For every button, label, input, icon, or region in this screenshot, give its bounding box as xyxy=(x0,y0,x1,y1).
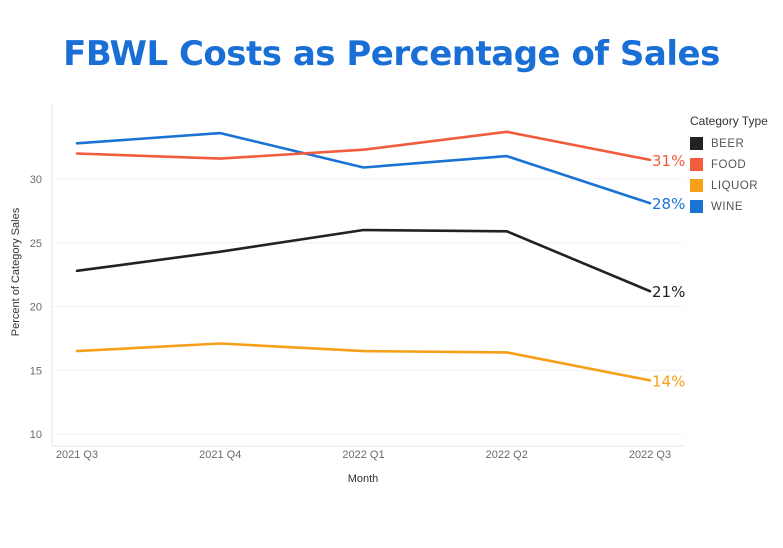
x-tick-label-3: 2022 Q2 xyxy=(486,449,528,461)
legend-swatch-liquor xyxy=(690,179,703,192)
end-label-food: 31% xyxy=(652,152,685,170)
y-tick-label-30: 30 xyxy=(30,174,42,186)
legend-swatch-wine xyxy=(690,200,703,213)
y-axis-ticks: 10 15 20 25 30 xyxy=(30,174,42,441)
y-tick-label-10: 10 xyxy=(30,429,42,441)
end-label-liquor: 14% xyxy=(652,372,685,390)
legend: Category Type BEER FOOD LIQUOR WINE xyxy=(690,114,768,217)
legend-items: BEER FOOD LIQUOR WINE xyxy=(690,133,768,217)
legend-item-beer: BEER xyxy=(690,133,768,154)
legend-label-beer: BEER xyxy=(711,137,745,150)
legend-item-liquor: LIQUOR xyxy=(690,175,768,196)
series-line-beer xyxy=(75,228,652,293)
legend-title: Category Type xyxy=(690,114,768,128)
y-axis-title: Percent of Category Sales xyxy=(10,207,22,336)
series-line-wine xyxy=(75,131,652,205)
legend-item-food: FOOD xyxy=(690,154,768,175)
legend-label-liquor: LIQUOR xyxy=(711,179,759,192)
series-line-liquor xyxy=(75,342,652,382)
end-labels: 14% 21% 28% 31% xyxy=(652,152,685,391)
legend-swatch-beer xyxy=(690,137,703,150)
x-tick-label-0: 2021 Q3 xyxy=(56,449,98,461)
legend-swatch-food xyxy=(690,158,703,171)
y-tick-label-25: 25 xyxy=(30,238,42,250)
series-line-food xyxy=(75,130,652,162)
x-tick-label-1: 2021 Q4 xyxy=(199,449,241,461)
legend-label-wine: WINE xyxy=(711,200,744,213)
x-tick-label-2: 2022 Q1 xyxy=(342,449,384,461)
legend-label-food: FOOD xyxy=(711,158,747,171)
end-label-beer: 21% xyxy=(652,283,685,301)
y-tick-label-15: 15 xyxy=(30,365,42,377)
legend-item-wine: WINE xyxy=(690,196,768,217)
x-axis-ticks: 2021 Q3 2021 Q4 2022 Q1 2022 Q2 2022 Q3 xyxy=(56,449,671,461)
chart-title: FBWL Costs as Percentage of Sales xyxy=(63,34,720,74)
series-layer xyxy=(75,130,652,382)
end-label-wine: 28% xyxy=(652,195,685,213)
x-axis-title: Month xyxy=(348,473,379,485)
y-tick-label-20: 20 xyxy=(30,302,42,314)
x-tick-label-4: 2022 Q3 xyxy=(629,449,671,461)
